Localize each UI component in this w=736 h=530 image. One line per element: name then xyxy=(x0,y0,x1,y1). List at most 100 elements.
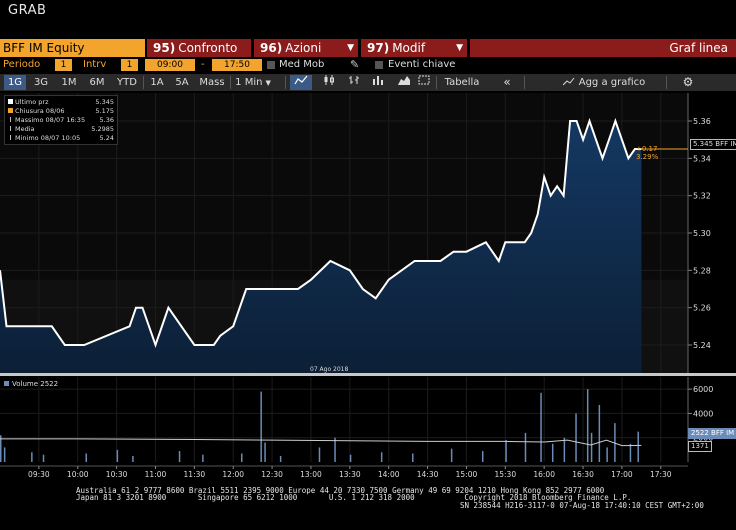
volume-swatch xyxy=(4,381,9,386)
key-events-checkbox[interactable] xyxy=(375,61,383,69)
volume-legend: Volume 2522 xyxy=(4,380,58,388)
legend-label: Ultimo prz xyxy=(15,98,49,106)
time-tick-label: 13:30 xyxy=(339,470,361,479)
volume-bar xyxy=(279,455,282,462)
legend-label: Minimo 08/07 10:05 xyxy=(15,134,81,142)
pencil-icon[interactable]: ✎ xyxy=(350,58,360,71)
interval-label: Intrv xyxy=(83,59,107,70)
volume-bar xyxy=(481,451,484,462)
range-max[interactable]: Mass xyxy=(199,77,225,88)
ticker-field[interactable]: BFF IM Equity xyxy=(0,39,145,57)
legend-value: 5.345 xyxy=(95,98,114,106)
volume-bar xyxy=(318,447,321,462)
volume-bar xyxy=(524,432,527,462)
legend-row-low: Minimo 08/07 10:05 5.24 xyxy=(8,134,114,142)
edit-button[interactable]: 97) Modif ▼ xyxy=(361,39,467,57)
price-ytick-label: 5.36 xyxy=(693,117,711,126)
volume-chart[interactable]: 600040002000 xyxy=(0,377,736,467)
actions-label: Azioni xyxy=(285,41,322,55)
legend-value: 5.24 xyxy=(99,134,114,142)
double-chevron-left-icon[interactable]: « xyxy=(503,75,511,89)
volume-bar xyxy=(606,447,608,462)
toolbar-divider xyxy=(230,76,231,89)
compare-label: Confronto xyxy=(178,41,238,55)
table-button[interactable]: Tabella xyxy=(444,77,480,88)
volume-ytick-label: 6000 xyxy=(693,385,713,394)
price-area xyxy=(0,121,642,373)
candlestick-icon[interactable] xyxy=(319,75,339,90)
chart-type-label[interactable]: Graf linea xyxy=(470,39,736,57)
volume-bar xyxy=(264,442,266,462)
range-1m[interactable]: 1M xyxy=(61,77,77,88)
app-title: GRAB xyxy=(8,3,47,18)
gear-icon[interactable]: ⚙ xyxy=(682,75,694,89)
bar-chart-icon[interactable] xyxy=(368,75,388,90)
toolbar xyxy=(0,74,736,91)
legend-value: 5.2985 xyxy=(91,125,114,133)
time-tick-label: 16:30 xyxy=(572,470,594,479)
range-1a[interactable]: 1A xyxy=(150,77,164,88)
moving-avg-label: Med Mob xyxy=(279,59,325,70)
range-5a[interactable]: 5A xyxy=(175,77,189,88)
time-tick-label: 13:00 xyxy=(300,470,322,479)
last-price-tag: 5.345 BFF IM xyxy=(690,139,736,150)
moving-avg-checkbox[interactable] xyxy=(267,61,275,69)
end-time-input[interactable]: 17:50 xyxy=(212,59,262,71)
frequency-select[interactable]: 1 Min ▼ xyxy=(233,75,273,90)
volume-bar xyxy=(240,453,243,462)
volume-bar xyxy=(85,453,88,462)
legend-row-high: Massimo 08/07 16:35 5.36 xyxy=(8,116,114,124)
time-tick-label: 16:00 xyxy=(533,470,555,479)
price-line xyxy=(0,117,642,349)
mountain-chart-icon[interactable] xyxy=(394,75,414,90)
change-abs: +0.17 xyxy=(636,145,658,153)
range-3g[interactable]: 3G xyxy=(33,77,49,88)
volume-bar xyxy=(540,392,542,462)
compare-button[interactable]: 95) Confronto xyxy=(147,39,251,57)
volume-bar xyxy=(178,451,181,462)
toolbar-divider xyxy=(436,76,437,89)
time-tick-label: 17:30 xyxy=(650,470,672,479)
date-label: 07 Ago 2018 xyxy=(310,366,349,373)
add-chart-icon xyxy=(562,77,575,86)
range-6m[interactable]: 6M xyxy=(89,77,105,88)
volume-bar xyxy=(551,443,554,462)
toolbar-divider xyxy=(666,76,667,89)
volume-bar xyxy=(629,443,632,462)
time-tick-label: 14:30 xyxy=(417,470,439,479)
volume-bar xyxy=(590,432,593,462)
time-axis: 09:30 10:00 10:30 11:00 11:30 12:00 12:30 13:00… xyxy=(0,465,688,479)
actions-button[interactable]: 96) Azioni ▼ xyxy=(254,39,358,57)
line-chart-icon[interactable] xyxy=(290,75,312,90)
zoom-icon[interactable] xyxy=(414,75,434,90)
ohlc-bar-icon[interactable] xyxy=(344,75,364,90)
volume-bar xyxy=(450,448,453,462)
start-time-input[interactable]: 09:00 xyxy=(145,59,195,71)
add-to-chart-label: Agg a grafico xyxy=(578,77,646,88)
legend-label: Chiusura 08/06 xyxy=(15,107,65,115)
volume-avg-tag: 1371 xyxy=(688,441,712,452)
price-ytick-label: 5.34 xyxy=(693,154,711,163)
interval-input[interactable]: 1 xyxy=(121,59,138,71)
pane-divider[interactable] xyxy=(0,373,736,376)
volume-bar xyxy=(334,437,336,462)
volume-bar xyxy=(637,431,639,462)
time-tick-label: 17:00 xyxy=(611,470,633,479)
volume-bar xyxy=(563,437,566,462)
volume-bar xyxy=(505,440,507,462)
toolbar-divider xyxy=(143,76,144,89)
time-tick-label: 11:30 xyxy=(184,470,206,479)
time-tick-label: 14:00 xyxy=(378,470,400,479)
range-ytd[interactable]: YTD xyxy=(117,77,137,88)
compare-number: 95) xyxy=(153,41,176,55)
period-input[interactable]: 1 xyxy=(55,59,72,71)
volume-bar xyxy=(598,404,601,462)
price-ytick-label: 5.30 xyxy=(693,229,711,238)
legend-swatch xyxy=(10,135,11,140)
chevron-down-icon: ▼ xyxy=(347,43,354,53)
add-to-chart-button[interactable]: Agg a grafico xyxy=(554,75,654,90)
time-dash: - xyxy=(201,59,205,70)
edit-number: 97) xyxy=(367,41,390,55)
range-1g[interactable]: 1G xyxy=(4,75,26,90)
price-legend: Ultimo prz 5.345 Chiusura 08/06 5.175 Mass… xyxy=(4,95,118,145)
